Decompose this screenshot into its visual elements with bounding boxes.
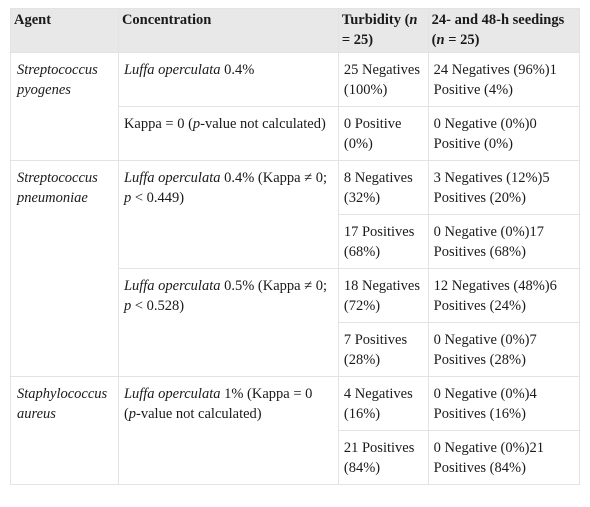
agent-cell: Streptococcus pyogenes: [10, 52, 119, 161]
table-row: Streptococcus pneumoniae Luffa operculata…: [10, 160, 581, 377]
concentration-cell: Luffa operculata 0.4% (Kappa ≠ 0; p < 0.…: [117, 160, 339, 269]
seedings-cell: 24 Negatives (96%)1 Positive (4%): [427, 52, 581, 107]
turbidity-cell: 25 Negatives (100%): [337, 52, 429, 107]
turbidity-cell: 4 Negatives (16%): [337, 376, 429, 431]
header-agent: Agent: [10, 8, 119, 53]
seedings-cell: 0 Negative (0%)17 Positives (68%): [427, 214, 581, 269]
seedings-cell: 3 Negatives (12%)5 Positives (20%): [427, 160, 581, 215]
seedings-cell: 0 Negative (0%)7 Positives (28%): [427, 322, 581, 377]
concentration-cell: Kappa = 0 (p-value not calculated): [117, 106, 339, 161]
seedings-cell: 0 Negative (0%)21 Positives (84%): [427, 430, 581, 485]
agent-cell: Streptococcus pneumoniae: [10, 160, 119, 377]
table-row: 21 Positives (84%) 0 Negative (0%)21 Pos…: [11, 430, 581, 485]
turbidity-cell: 0 Positive (0%): [337, 106, 429, 161]
header-concentration: Concentration: [117, 8, 339, 53]
table-row: Luffa operculata 0.5% (Kappa ≠ 0; p < 0.…: [11, 268, 581, 377]
turbidity-cell: 17 Positives (68%): [337, 214, 429, 269]
header-turbidity: Turbidity (n = 25): [337, 8, 429, 53]
table-row: Staphylococcus aureus Luffa operculata 1%…: [10, 376, 581, 485]
agent-cell: Staphylococcus aureus: [10, 376, 119, 485]
table-row: Streptococcus pyogenes Luffa operculata 0…: [10, 52, 581, 161]
results-table: Agent Concentration Turbidity (n = 25) 2…: [10, 8, 581, 485]
concentration-cell: Luffa operculata 1% (Kappa = 0 (p-value …: [117, 376, 339, 485]
seedings-cell: 12 Negatives (48%)6 Positives (24%): [427, 268, 581, 323]
turbidity-cell: 18 Negatives (72%): [337, 268, 429, 323]
concentration-cell: Luffa operculata 0.4%: [117, 52, 339, 107]
seedings-cell: 0 Negative (0%)0 Positive (0%): [427, 106, 581, 161]
header-row: Agent Concentration Turbidity (n = 25) 2…: [10, 8, 581, 53]
seedings-cell: 0 Negative (0%)4 Positives (16%): [427, 376, 581, 431]
concentration-cell: Luffa operculata 0.5% (Kappa ≠ 0; p < 0.…: [117, 268, 339, 377]
table-row: Kappa = 0 (p-value not calculated) 0 Pos…: [11, 106, 581, 161]
turbidity-cell: 8 Negatives (32%): [337, 160, 429, 215]
turbidity-cell: 21 Positives (84%): [337, 430, 429, 485]
table-row: 17 Positives (68%) 0 Negative (0%)17 Pos…: [11, 214, 581, 269]
turbidity-cell: 7 Positives (28%): [337, 322, 429, 377]
table-row: 7 Positives (28%) 0 Negative (0%)7 Posit…: [11, 322, 581, 377]
header-seedings: 24- and 48-h seedings (n = 25): [427, 8, 581, 53]
